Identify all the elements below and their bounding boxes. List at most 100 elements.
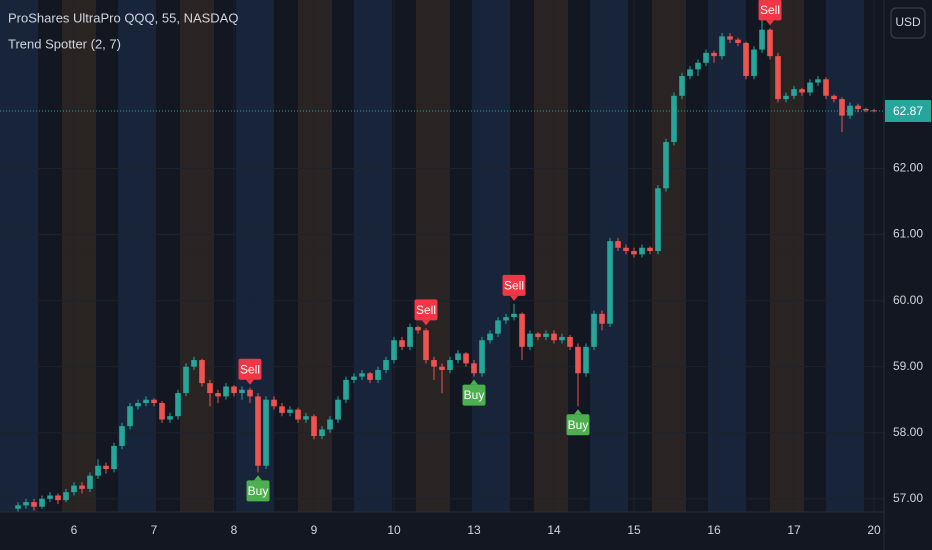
candle-body <box>463 353 469 364</box>
candle-body <box>431 360 437 367</box>
signal-label: Sell <box>416 303 436 317</box>
candle-body <box>191 360 197 367</box>
candle-body <box>303 416 309 420</box>
x-tick-label: 15 <box>627 523 641 537</box>
candle-body <box>271 399 277 407</box>
candle-body <box>391 340 397 361</box>
candle-body <box>543 333 549 337</box>
x-tick-label: 20 <box>867 523 881 537</box>
candle-body <box>119 426 125 446</box>
candle-body <box>295 409 301 420</box>
candle-body <box>591 313 597 347</box>
currency-button[interactable] <box>890 7 926 39</box>
y-tick-label: 59.00 <box>893 359 923 373</box>
currency-label[interactable]: USD <box>895 15 921 29</box>
y-tick-label: 58.00 <box>893 425 923 439</box>
y-tick-label: 60.00 <box>893 293 923 307</box>
candle-body <box>423 330 429 361</box>
candle-body <box>751 49 757 76</box>
signal-badge <box>246 480 270 502</box>
candle-body <box>727 36 733 40</box>
signal-label: Sell <box>760 3 780 17</box>
candle-body <box>535 333 541 337</box>
signal-label: Buy <box>464 388 485 402</box>
candle-body <box>47 495 53 499</box>
candle-body <box>23 502 29 506</box>
candle-body <box>319 429 325 437</box>
candle-body <box>455 353 461 361</box>
candle-body <box>415 327 421 331</box>
candle-body <box>703 52 709 63</box>
candle-body <box>175 393 181 417</box>
candle-body <box>487 333 493 341</box>
signal-pointer <box>422 320 430 326</box>
candle-body <box>855 105 861 110</box>
time-axis-area <box>0 512 932 550</box>
candle-body <box>479 340 485 374</box>
candle-body <box>183 366 189 394</box>
candle-body <box>207 383 213 394</box>
y-tick-label: 61.00 <box>893 227 923 241</box>
candle-body <box>735 39 741 43</box>
signal-badge <box>462 384 486 406</box>
candle-body <box>679 75 685 96</box>
indicator-background <box>0 0 884 512</box>
signal-badge <box>238 358 262 380</box>
x-tick-label: 8 <box>231 523 238 537</box>
candle-body <box>335 399 341 420</box>
candle-body <box>223 386 229 397</box>
candle-body <box>15 505 21 509</box>
candle-body <box>87 475 93 489</box>
candle-body <box>63 492 69 501</box>
x-tick-label: 7 <box>151 523 158 537</box>
signal-pointer <box>470 379 478 385</box>
candle-body <box>551 333 557 341</box>
candle-body <box>351 376 357 380</box>
candle-body <box>495 320 501 334</box>
candle-body <box>447 360 453 370</box>
signal-badge <box>566 414 590 436</box>
candle-body <box>767 29 773 57</box>
candle-body <box>255 396 261 466</box>
candle-body <box>159 402 165 420</box>
candle-body <box>127 406 133 427</box>
candle-body <box>503 317 509 321</box>
signal-pointer <box>246 379 254 385</box>
candle-body <box>807 82 813 93</box>
x-tick-label: 17 <box>787 523 801 537</box>
candle-body <box>623 247 629 252</box>
candle-body <box>671 95 677 143</box>
candle-body <box>743 42 749 76</box>
signal-pointer <box>254 475 262 481</box>
indicator-name: Trend Spotter (2, 7) <box>8 36 121 51</box>
candle-body <box>79 485 85 489</box>
candle-body <box>527 333 533 347</box>
candle-body <box>359 373 365 377</box>
signal-pointer <box>574 409 582 415</box>
x-tick-label: 6 <box>71 523 78 537</box>
candle-body <box>95 465 101 476</box>
signal-badge <box>502 274 526 296</box>
candle-body <box>247 389 253 397</box>
candle-body <box>663 142 669 189</box>
price-axis-area <box>884 0 932 550</box>
candle-body <box>647 247 653 252</box>
candle-body <box>71 485 77 493</box>
candle-body <box>559 336 565 341</box>
candle-body <box>215 393 221 397</box>
candle-body <box>343 379 349 400</box>
candle-body <box>199 360 205 384</box>
candle-body <box>239 389 245 394</box>
candle-body <box>655 188 661 252</box>
y-tick-label: 57.00 <box>893 491 923 505</box>
signal-pointer <box>766 20 774 26</box>
candle-body <box>151 399 157 403</box>
candle-body <box>311 416 317 437</box>
candle-body <box>759 29 765 50</box>
candle-body <box>375 369 381 380</box>
candle-body <box>287 409 293 413</box>
x-tick-label: 9 <box>311 523 318 537</box>
candle-body <box>407 327 413 347</box>
